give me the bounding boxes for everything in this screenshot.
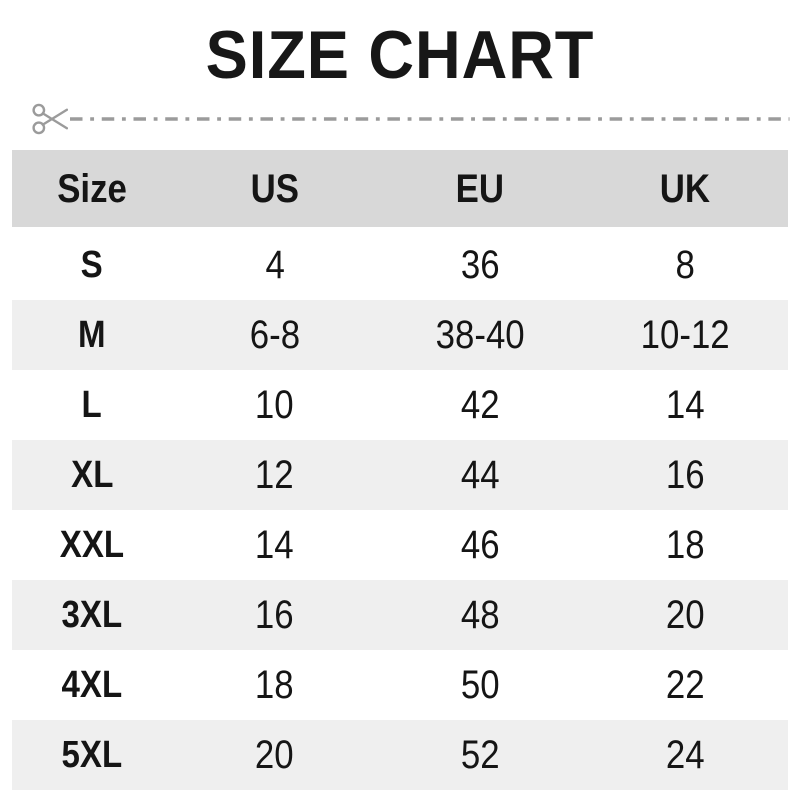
us-value: 14 [255, 523, 295, 567]
us-value: 6-8 [249, 313, 300, 357]
table-row-xl: XL 12 44 16 [12, 440, 788, 510]
eu-value: 46 [460, 523, 500, 567]
eu-value: 44 [460, 453, 500, 497]
size-label: L [81, 384, 103, 426]
size-label: M [78, 314, 106, 356]
uk-value: 14 [665, 383, 705, 427]
table-row-4xl: 4XL 18 50 22 [12, 650, 788, 720]
size-table: Size US EU UK S 4 36 8 M 6-8 38-40 10-12… [12, 150, 788, 790]
uk-value: 22 [665, 663, 705, 707]
us-value: 18 [255, 663, 295, 707]
size-label: 3XL [61, 594, 123, 636]
size-label: XXL [59, 524, 125, 566]
uk-value: 20 [665, 593, 705, 637]
us-value: 16 [255, 593, 295, 637]
size-label: 4XL [61, 664, 123, 706]
column-header-uk-label: UK [660, 166, 711, 211]
eu-value: 38-40 [435, 313, 525, 357]
cut-line [30, 99, 790, 139]
column-header-eu-label: EU [455, 166, 505, 211]
us-value: 20 [255, 733, 295, 777]
uk-value: 10-12 [640, 313, 730, 357]
eu-value: 52 [460, 733, 500, 777]
us-value: 4 [264, 243, 285, 287]
column-header-eu: EU [377, 169, 582, 209]
eu-value: 50 [460, 663, 500, 707]
table-row-l: L 10 42 14 [12, 370, 788, 440]
us-value: 12 [255, 453, 295, 497]
size-label: XL [70, 454, 114, 496]
table-row-m: M 6-8 38-40 10-12 [12, 300, 788, 370]
uk-value: 24 [665, 733, 705, 777]
dash-dot-line [70, 117, 790, 121]
column-header-us: US [172, 169, 377, 209]
page-title: SIZE CHART [0, 17, 800, 93]
us-value: 10 [255, 383, 295, 427]
eu-value: 36 [460, 243, 500, 287]
table-row-3xl: 3XL 16 48 20 [12, 580, 788, 650]
column-header-size: Size [12, 169, 172, 209]
table-row-s: S 4 36 8 [12, 230, 788, 300]
size-label: 5XL [61, 734, 123, 776]
eu-value: 48 [460, 593, 500, 637]
column-header-size-label: Size [57, 166, 127, 211]
size-label: S [80, 244, 104, 286]
column-header-uk: UK [583, 169, 788, 209]
column-header-us-label: US [250, 166, 299, 211]
table-row-xxl: XXL 14 46 18 [12, 510, 788, 580]
page-title-text: SIZE CHART [205, 17, 595, 93]
uk-value: 8 [675, 243, 695, 287]
table-row-5xl: 5XL 20 52 24 [12, 720, 788, 790]
eu-value: 42 [460, 383, 500, 427]
uk-value: 16 [665, 453, 705, 497]
uk-value: 18 [665, 523, 705, 567]
scissors-icon [32, 103, 69, 135]
table-header-row: Size US EU UK [12, 150, 788, 227]
